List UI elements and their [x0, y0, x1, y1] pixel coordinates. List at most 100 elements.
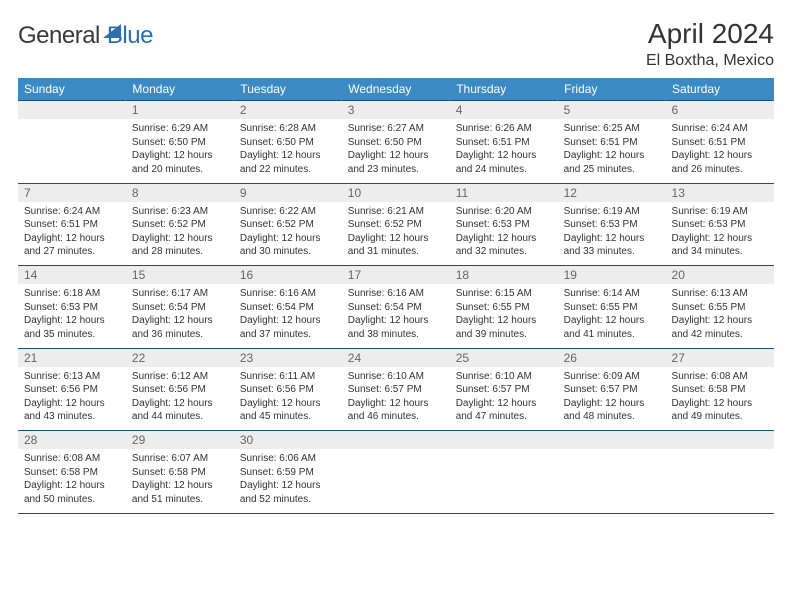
sunset-text: Sunset: 6:50 PM — [240, 136, 336, 150]
day-number: 4 — [450, 101, 558, 120]
sunrise-text: Sunrise: 6:23 AM — [132, 205, 228, 219]
sunset-text: Sunset: 6:51 PM — [24, 218, 120, 232]
sunset-text: Sunset: 6:56 PM — [24, 383, 120, 397]
sunrise-text: Sunrise: 6:24 AM — [24, 205, 120, 219]
daynum-row: 78910111213 — [18, 183, 774, 202]
weekday-header: Sunday — [18, 78, 126, 101]
day-number: 30 — [234, 431, 342, 450]
calendar-table: Sunday Monday Tuesday Wednesday Thursday… — [18, 78, 774, 514]
day-cell: Sunrise: 6:24 AMSunset: 6:51 PMDaylight:… — [18, 202, 126, 266]
daylight-text: Daylight: 12 hours and 41 minutes. — [564, 314, 660, 341]
daylight-text: Daylight: 12 hours and 28 minutes. — [132, 232, 228, 259]
sunrise-text: Sunrise: 6:15 AM — [456, 287, 552, 301]
daylight-text: Daylight: 12 hours and 34 minutes. — [672, 232, 768, 259]
daylight-text: Daylight: 12 hours and 48 minutes. — [564, 397, 660, 424]
weekday-header: Thursday — [450, 78, 558, 101]
sunset-text: Sunset: 6:56 PM — [132, 383, 228, 397]
sunrise-text: Sunrise: 6:06 AM — [240, 452, 336, 466]
sunset-text: Sunset: 6:54 PM — [348, 301, 444, 315]
day-number: 18 — [450, 266, 558, 285]
day-cell — [450, 449, 558, 513]
sunset-text: Sunset: 6:50 PM — [132, 136, 228, 150]
day-cell — [342, 449, 450, 513]
location-label: El Boxtha, Mexico — [646, 52, 774, 70]
sunrise-text: Sunrise: 6:16 AM — [240, 287, 336, 301]
day-number — [342, 431, 450, 450]
month-title: April 2024 — [646, 18, 774, 50]
day-number — [558, 431, 666, 450]
daylight-text: Daylight: 12 hours and 30 minutes. — [240, 232, 336, 259]
sunrise-text: Sunrise: 6:25 AM — [564, 122, 660, 136]
sunrise-text: Sunrise: 6:26 AM — [456, 122, 552, 136]
day-number: 28 — [18, 431, 126, 450]
day-content-row: Sunrise: 6:08 AMSunset: 6:58 PMDaylight:… — [18, 449, 774, 513]
day-number: 13 — [666, 183, 774, 202]
sunset-text: Sunset: 6:52 PM — [132, 218, 228, 232]
day-number: 14 — [18, 266, 126, 285]
day-cell: Sunrise: 6:16 AMSunset: 6:54 PMDaylight:… — [234, 284, 342, 348]
day-number: 6 — [666, 101, 774, 120]
daynum-row: 14151617181920 — [18, 266, 774, 285]
day-cell: Sunrise: 6:17 AMSunset: 6:54 PMDaylight:… — [126, 284, 234, 348]
sunset-text: Sunset: 6:57 PM — [456, 383, 552, 397]
sunrise-text: Sunrise: 6:29 AM — [132, 122, 228, 136]
day-cell: Sunrise: 6:07 AMSunset: 6:58 PMDaylight:… — [126, 449, 234, 513]
day-number: 25 — [450, 348, 558, 367]
sunset-text: Sunset: 6:53 PM — [672, 218, 768, 232]
sunrise-text: Sunrise: 6:10 AM — [456, 370, 552, 384]
brand-text-blue: Blue — [107, 22, 153, 50]
day-cell: Sunrise: 6:26 AMSunset: 6:51 PMDaylight:… — [450, 119, 558, 183]
daylight-text: Daylight: 12 hours and 46 minutes. — [348, 397, 444, 424]
day-cell: Sunrise: 6:09 AMSunset: 6:57 PMDaylight:… — [558, 367, 666, 431]
title-block: April 2024 El Boxtha, Mexico — [646, 18, 774, 70]
sunset-text: Sunset: 6:57 PM — [348, 383, 444, 397]
weekday-header: Wednesday — [342, 78, 450, 101]
day-number: 21 — [18, 348, 126, 367]
day-cell: Sunrise: 6:24 AMSunset: 6:51 PMDaylight:… — [666, 119, 774, 183]
day-cell — [18, 119, 126, 183]
sunset-text: Sunset: 6:51 PM — [564, 136, 660, 150]
sunrise-text: Sunrise: 6:21 AM — [348, 205, 444, 219]
day-cell: Sunrise: 6:18 AMSunset: 6:53 PMDaylight:… — [18, 284, 126, 348]
day-number: 24 — [342, 348, 450, 367]
sunset-text: Sunset: 6:54 PM — [240, 301, 336, 315]
sunrise-text: Sunrise: 6:17 AM — [132, 287, 228, 301]
daylight-text: Daylight: 12 hours and 45 minutes. — [240, 397, 336, 424]
daylight-text: Daylight: 12 hours and 37 minutes. — [240, 314, 336, 341]
day-number: 5 — [558, 101, 666, 120]
weekday-header: Saturday — [666, 78, 774, 101]
daylight-text: Daylight: 12 hours and 51 minutes. — [132, 479, 228, 506]
day-number: 2 — [234, 101, 342, 120]
sunrise-text: Sunrise: 6:08 AM — [24, 452, 120, 466]
day-number: 10 — [342, 183, 450, 202]
day-cell: Sunrise: 6:06 AMSunset: 6:59 PMDaylight:… — [234, 449, 342, 513]
daylight-text: Daylight: 12 hours and 36 minutes. — [132, 314, 228, 341]
weekday-header: Friday — [558, 78, 666, 101]
day-cell: Sunrise: 6:23 AMSunset: 6:52 PMDaylight:… — [126, 202, 234, 266]
daylight-text: Daylight: 12 hours and 35 minutes. — [24, 314, 120, 341]
page-header: General Blue April 2024 El Boxtha, Mexic… — [18, 18, 774, 70]
day-number: 27 — [666, 348, 774, 367]
daylight-text: Daylight: 12 hours and 43 minutes. — [24, 397, 120, 424]
sunrise-text: Sunrise: 6:07 AM — [132, 452, 228, 466]
sunset-text: Sunset: 6:54 PM — [132, 301, 228, 315]
day-number — [666, 431, 774, 450]
sunset-text: Sunset: 6:58 PM — [132, 466, 228, 480]
day-number: 26 — [558, 348, 666, 367]
day-cell: Sunrise: 6:20 AMSunset: 6:53 PMDaylight:… — [450, 202, 558, 266]
day-number: 16 — [234, 266, 342, 285]
sunset-text: Sunset: 6:52 PM — [240, 218, 336, 232]
daylight-text: Daylight: 12 hours and 22 minutes. — [240, 149, 336, 176]
weekday-header: Tuesday — [234, 78, 342, 101]
day-cell: Sunrise: 6:13 AMSunset: 6:55 PMDaylight:… — [666, 284, 774, 348]
weekday-header: Monday — [126, 78, 234, 101]
day-cell: Sunrise: 6:13 AMSunset: 6:56 PMDaylight:… — [18, 367, 126, 431]
daylight-text: Daylight: 12 hours and 50 minutes. — [24, 479, 120, 506]
sunrise-text: Sunrise: 6:08 AM — [672, 370, 768, 384]
day-number: 12 — [558, 183, 666, 202]
sunset-text: Sunset: 6:58 PM — [672, 383, 768, 397]
sunrise-text: Sunrise: 6:14 AM — [564, 287, 660, 301]
sunrise-text: Sunrise: 6:24 AM — [672, 122, 768, 136]
daynum-row: 282930 — [18, 431, 774, 450]
day-cell: Sunrise: 6:11 AMSunset: 6:56 PMDaylight:… — [234, 367, 342, 431]
